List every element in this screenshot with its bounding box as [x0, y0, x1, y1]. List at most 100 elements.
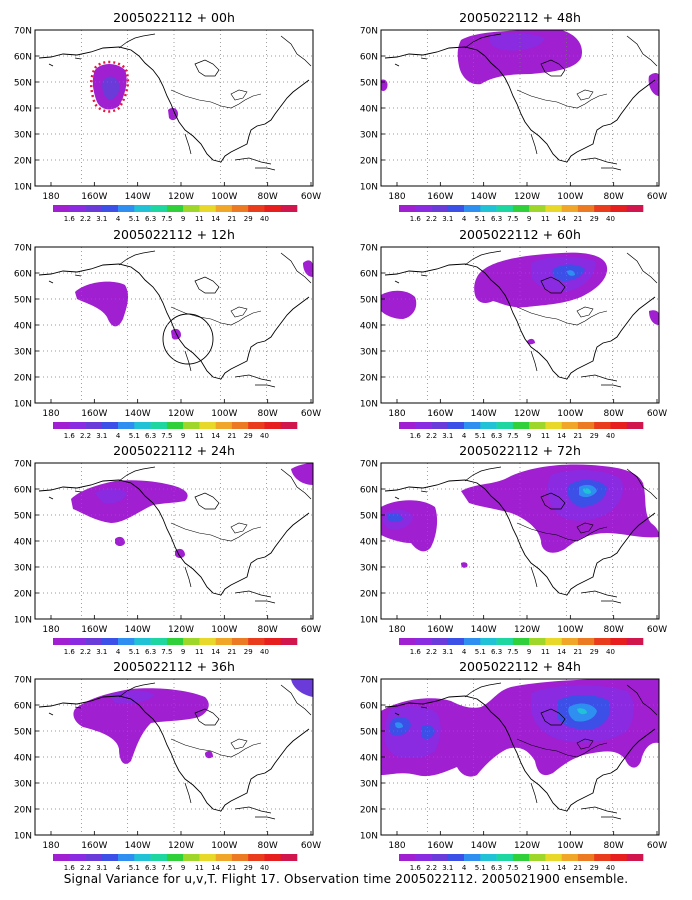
colorbar-label: 40 — [606, 432, 615, 440]
colorbar-swatch — [183, 854, 200, 861]
x-tick-label: 120W — [514, 192, 540, 202]
colorbar-swatch — [464, 422, 481, 429]
colorbar-swatch — [594, 422, 611, 429]
colorbar-swatch — [529, 205, 546, 212]
colorbar-label: 3.1 — [442, 648, 453, 656]
x-tick-label: 80W — [603, 625, 623, 635]
colorbar-label: 29 — [590, 864, 599, 872]
colorbar-swatch — [183, 422, 200, 429]
colorbar-label: 3.1 — [96, 864, 107, 872]
colorbar-label: 1.6 — [64, 864, 76, 872]
colorbar-label: 2.2 — [426, 215, 437, 223]
colorbar-label: 11 — [541, 432, 550, 440]
colorbar-swatch — [577, 205, 595, 212]
map-panel: 2005022112 + 36h 10N 20N 30N 40N 50N 60N 70N 180… — [14, 659, 321, 872]
colorbar-label: 14 — [211, 864, 220, 872]
variance-region — [457, 30, 583, 85]
colorbar-swatch — [610, 638, 628, 645]
colorbar-label: 40 — [260, 648, 269, 656]
x-tick-label: 60W — [301, 841, 321, 851]
colorbar-swatch — [215, 205, 233, 212]
colorbar-swatch — [231, 854, 249, 861]
colorbar-label: 21 — [573, 432, 582, 440]
colorbar-label: 3.1 — [442, 864, 453, 872]
colorbar-swatch — [545, 638, 562, 645]
variance-region — [577, 708, 587, 715]
colorbar-swatch — [399, 422, 416, 429]
colorbar-swatch — [415, 205, 432, 212]
colorbar-swatch — [480, 854, 497, 861]
y-tick-label: 10N — [360, 183, 378, 193]
x-tick-label: 160W — [427, 841, 453, 851]
colorbar-swatch — [53, 854, 70, 861]
x-tick-label: 140W — [125, 192, 151, 202]
colorbar-swatch — [496, 205, 514, 212]
y-tick-label: 20N — [360, 157, 378, 167]
colorbar-swatch — [150, 205, 168, 212]
colorbar-label: 40 — [260, 432, 269, 440]
colorbar-swatch — [280, 638, 298, 645]
y-tick-label: 20N — [14, 806, 32, 816]
variance-region — [75, 281, 129, 327]
x-tick-label: 60W — [647, 409, 667, 419]
colorbar-label: 4 — [116, 648, 121, 656]
colorbar-label: 3.1 — [96, 215, 107, 223]
colorbar-swatch — [464, 205, 481, 212]
variance-region — [395, 722, 403, 729]
colorbar-label: 14 — [557, 215, 566, 223]
y-tick-label: 30N — [14, 131, 32, 141]
colorbar-label: 4 — [116, 864, 121, 872]
x-tick-label: 80W — [257, 841, 277, 851]
colorbar-label: 4 — [116, 215, 121, 223]
colorbar-label: 29 — [244, 864, 253, 872]
colorbar-label: 4 — [462, 432, 467, 440]
y-tick-label: 10N — [14, 616, 32, 626]
colorbar-swatch — [594, 638, 611, 645]
colorbar-swatch — [610, 854, 628, 861]
colorbar-label: 7.5 — [161, 215, 172, 223]
colorbar-swatch — [183, 638, 200, 645]
x-tick-label: 160W — [427, 625, 453, 635]
colorbar-label: 5.1 — [129, 215, 140, 223]
colorbar-swatch — [610, 205, 628, 212]
colorbar-label: 6.3 — [491, 432, 502, 440]
colorbar-swatch — [166, 638, 184, 645]
map-background — [35, 30, 313, 186]
colorbar-label: 3.1 — [442, 432, 453, 440]
colorbar-swatch — [545, 854, 562, 861]
colorbar-swatch — [53, 205, 70, 212]
colorbar-swatch — [150, 638, 168, 645]
colorbar-label: 1.6 — [64, 215, 76, 223]
map-panel: 2005022112 + 24h 10N 20N 30N 40N 50N 60N 70N 180… — [14, 443, 321, 656]
y-tick-label: 30N — [14, 564, 32, 574]
variance-region — [115, 536, 125, 546]
y-tick-label: 20N — [360, 590, 378, 600]
colorbar-label: 2.2 — [80, 648, 91, 656]
colorbar-label: 7.5 — [161, 864, 172, 872]
y-tick-label: 60N — [360, 702, 378, 712]
colorbar-label: 1.6 — [410, 215, 422, 223]
colorbar: 1.6 2.2 3.1 4 5.1 6.3 7.5 9 11 14 21 29 40 — [53, 638, 298, 656]
map-panel: 2005022112 + 60h 10N 20N 30N 40N 50N 60N 70N 180… — [360, 227, 667, 440]
colorbar-label: 3.1 — [442, 215, 453, 223]
colorbar-swatch — [447, 205, 465, 212]
colorbar-label: 3.1 — [96, 432, 107, 440]
colorbar-swatch — [248, 205, 265, 212]
colorbar-swatch — [626, 422, 644, 429]
map-panel: 2005022112 + 48h 10N 20N 30N 40N 50N 60N 70N 180… — [360, 10, 667, 223]
variance-region — [583, 488, 591, 494]
colorbar-swatch — [248, 422, 265, 429]
colorbar-label: 40 — [606, 215, 615, 223]
colorbar: 1.6 2.2 3.1 4 5.1 6.3 7.5 9 11 14 21 29 40 — [53, 854, 298, 872]
colorbar-swatch — [577, 638, 595, 645]
y-tick-label: 40N — [360, 754, 378, 764]
colorbar-swatch — [85, 205, 103, 212]
y-tick-label: 30N — [14, 780, 32, 790]
colorbar-label: 7.5 — [507, 432, 518, 440]
variance-region — [527, 338, 535, 345]
colorbar-label: 5.1 — [475, 864, 486, 872]
colorbar-label: 1.6 — [64, 432, 76, 440]
colorbar-swatch — [610, 422, 628, 429]
colorbar-swatch — [512, 205, 530, 212]
colorbar-swatch — [529, 854, 546, 861]
